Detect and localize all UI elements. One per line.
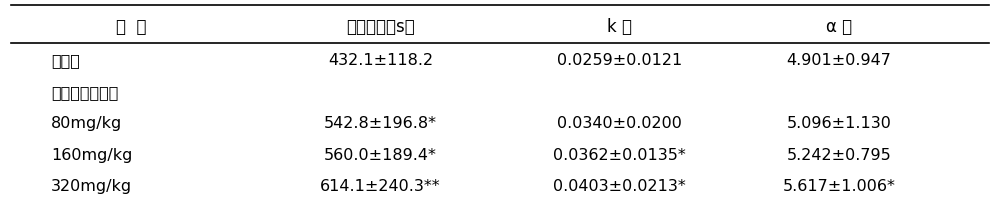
Text: 爬杆时间（s）: 爬杆时间（s） — [346, 18, 415, 36]
Text: 组  别: 组 别 — [116, 18, 146, 36]
Text: k 值: k 值 — [607, 18, 632, 36]
Text: 蕨麻米粉食品组: 蕨麻米粉食品组 — [51, 85, 119, 100]
Text: 542.8±196.8*: 542.8±196.8* — [324, 116, 437, 131]
Text: 320mg/kg: 320mg/kg — [51, 179, 132, 194]
Text: 0.0340±0.0200: 0.0340±0.0200 — [557, 116, 682, 131]
Text: 5.242±0.795: 5.242±0.795 — [787, 148, 891, 163]
Text: 432.1±118.2: 432.1±118.2 — [328, 53, 433, 68]
Text: 160mg/kg: 160mg/kg — [51, 148, 133, 163]
Text: 0.0403±0.0213*: 0.0403±0.0213* — [553, 179, 686, 194]
Text: 5.096±1.130: 5.096±1.130 — [787, 116, 891, 131]
Text: 4.901±0.947: 4.901±0.947 — [787, 53, 891, 68]
Text: 80mg/kg: 80mg/kg — [51, 116, 122, 131]
Text: α 值: α 值 — [826, 18, 852, 36]
Text: 5.617±1.006*: 5.617±1.006* — [783, 179, 895, 194]
Text: 614.1±240.3**: 614.1±240.3** — [320, 179, 441, 194]
Text: 0.0259±0.0121: 0.0259±0.0121 — [557, 53, 682, 68]
Text: 0.0362±0.0135*: 0.0362±0.0135* — [553, 148, 686, 163]
Text: 对照组: 对照组 — [51, 53, 80, 68]
Text: 560.0±189.4*: 560.0±189.4* — [324, 148, 437, 163]
